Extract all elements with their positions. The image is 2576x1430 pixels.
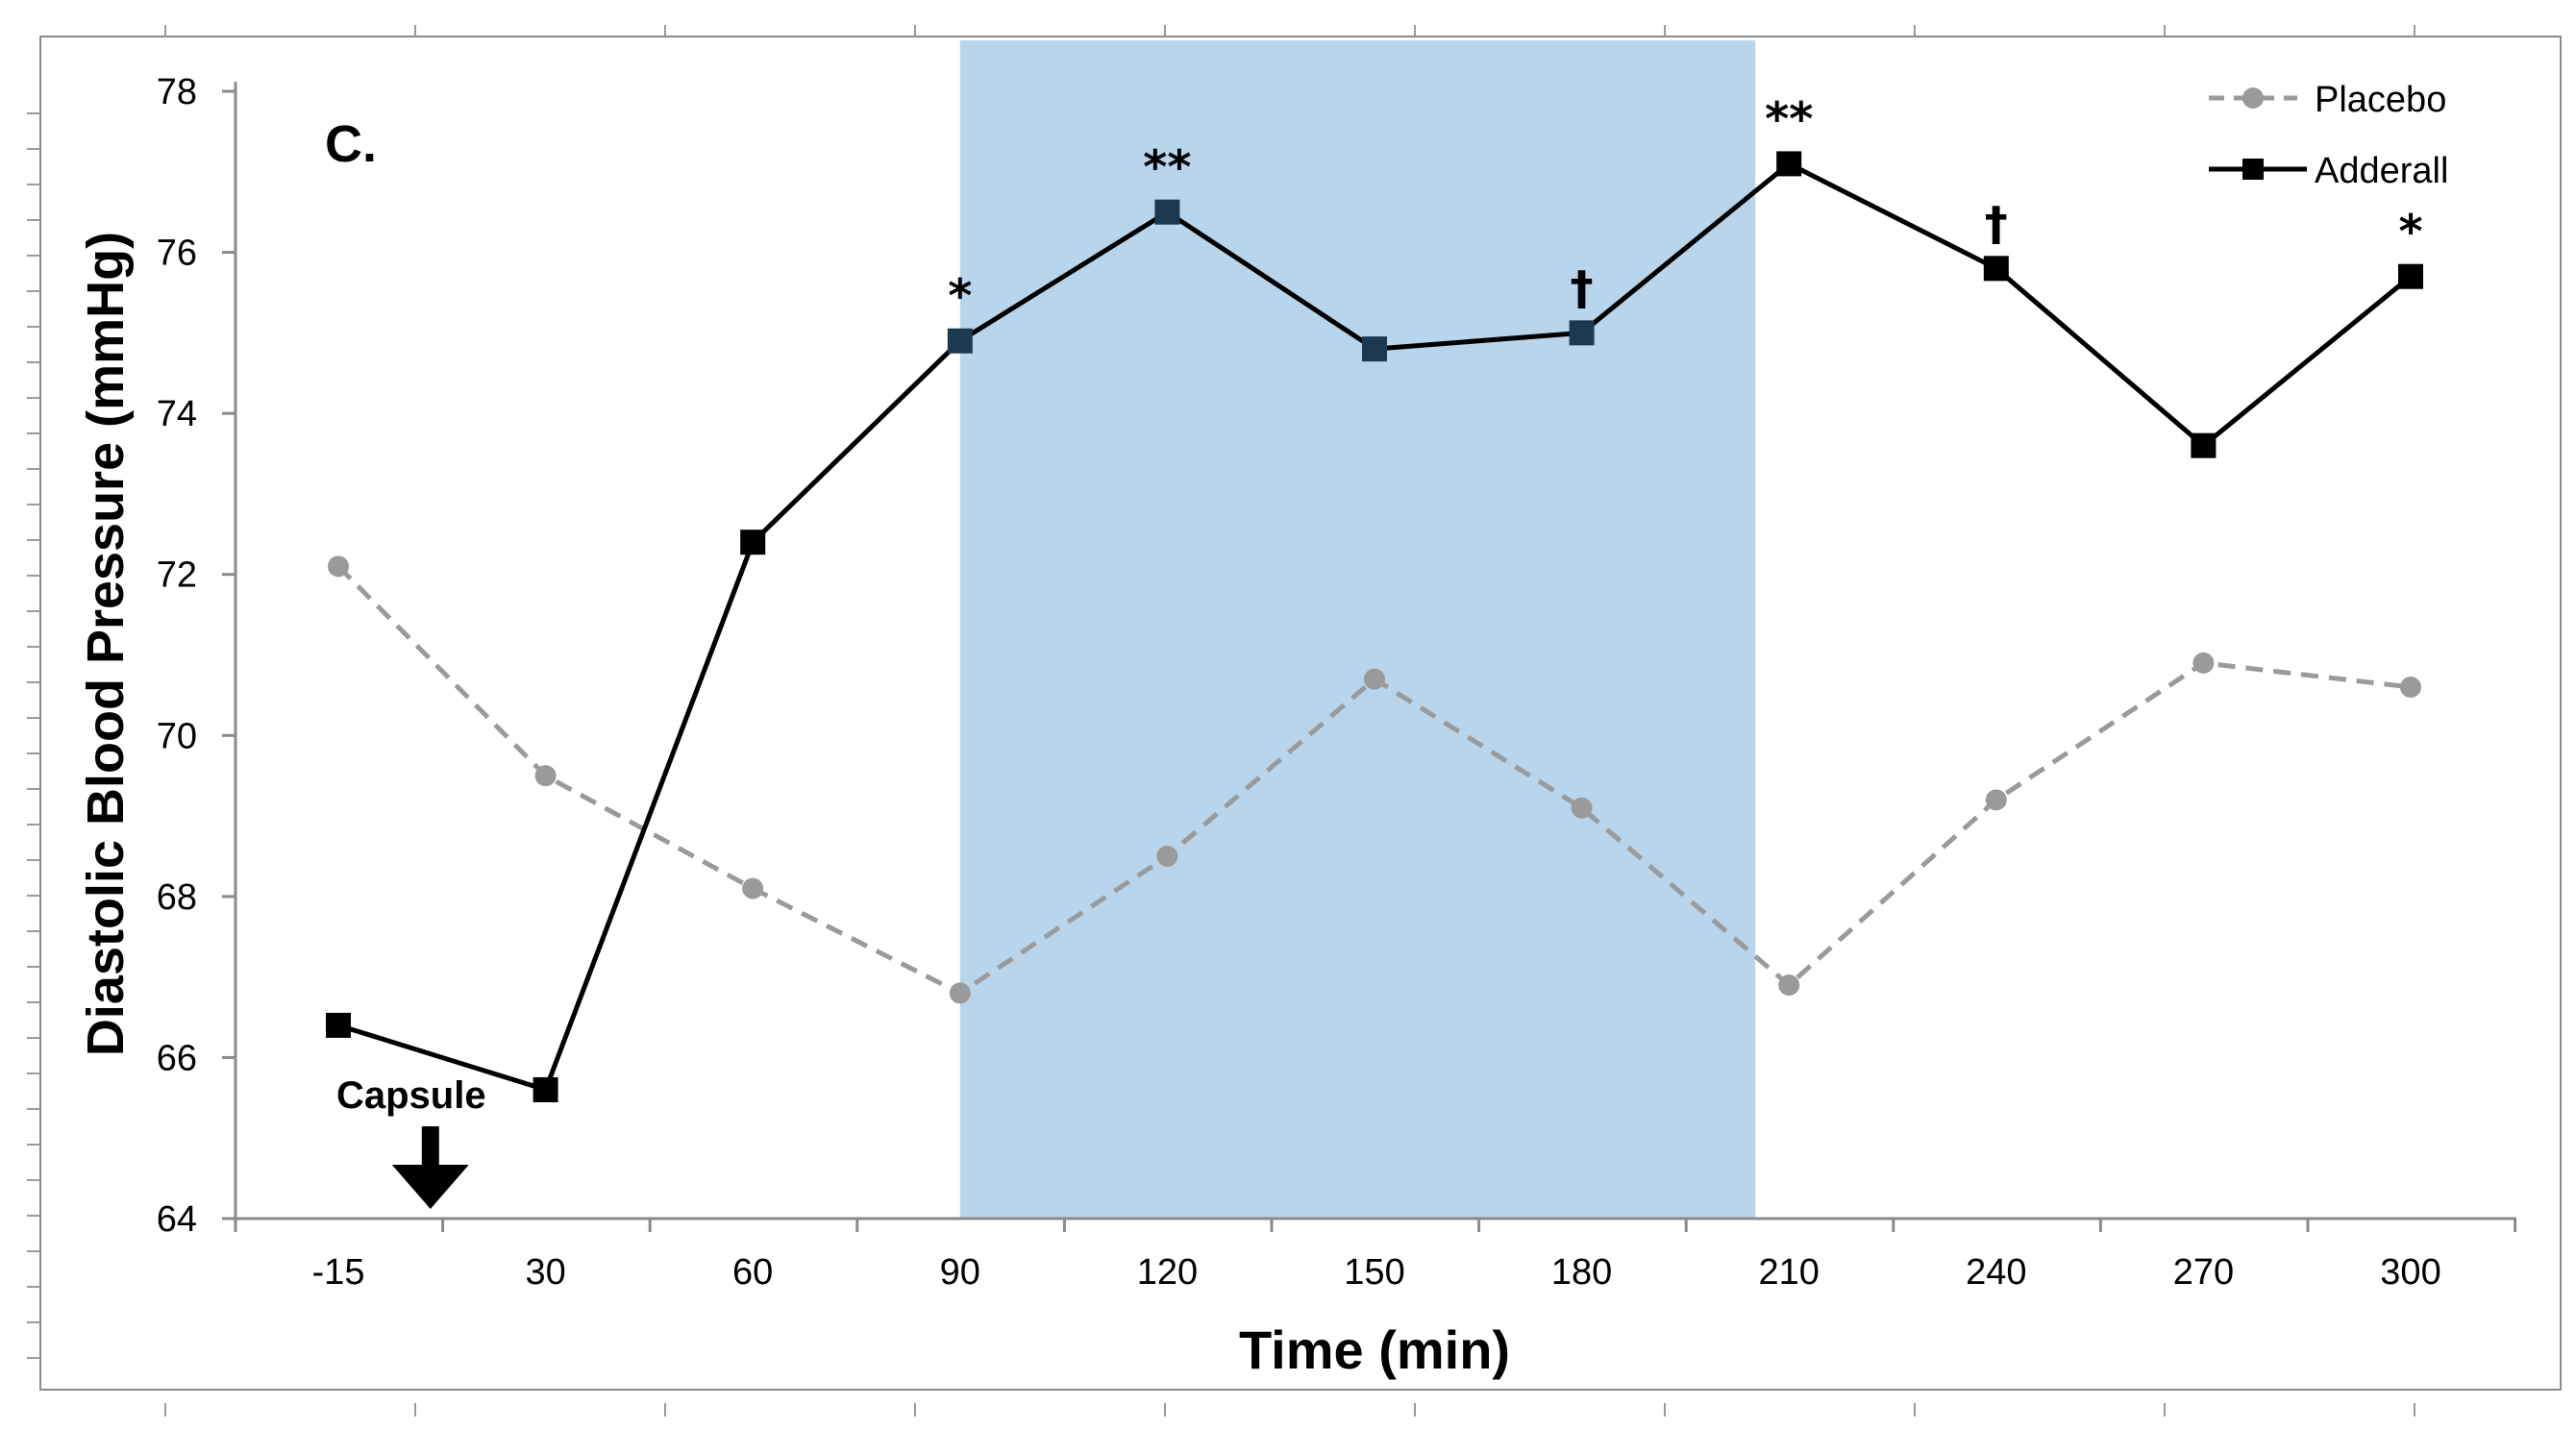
- panel-label: C.: [325, 115, 377, 173]
- series-point-adderall: [1983, 256, 2009, 282]
- shaded-region: [959, 40, 1756, 1219]
- chart-frame: [39, 36, 2562, 1391]
- x-axis-title: Time (min): [1239, 1319, 1510, 1380]
- series-point-adderall: [947, 328, 973, 354]
- axis-layer: 64 66 68 70 72 74 76 78 -15 30 60 90 120 150 180 210 240…: [157, 72, 2517, 1293]
- x-tick-label: 300: [2380, 1252, 2440, 1293]
- legend: Placebo Adderall: [2209, 80, 2448, 191]
- series-point-placebo: [1364, 668, 1385, 690]
- legend-placebo-marker: [2242, 87, 2264, 109]
- series-point-placebo: [949, 982, 971, 1004]
- series-layer: [326, 151, 2423, 1102]
- x-tick-label: 180: [1551, 1252, 1612, 1293]
- series-point-adderall: [1362, 336, 1387, 362]
- x-tick-label: -15: [312, 1252, 365, 1293]
- series-point-adderall: [1154, 199, 1180, 225]
- shaded-region-layer: [959, 40, 1756, 1219]
- series-point-placebo: [1778, 974, 1800, 997]
- y-tick-label: 74: [157, 394, 197, 434]
- x-tick-label: 60: [732, 1252, 773, 1293]
- series-point-placebo: [1985, 789, 2007, 811]
- capsule-arrow-head: [391, 1165, 469, 1209]
- significance-marker: †: [1985, 197, 2008, 251]
- capsule-label: Capsule: [336, 1074, 486, 1117]
- significance-marker: **: [1765, 92, 1813, 146]
- y-tick-label: 72: [157, 555, 197, 596]
- significance-marker: **: [1143, 141, 1191, 195]
- frame-ticks: [27, 25, 2415, 1417]
- legend-adderall-marker: [2242, 159, 2264, 180]
- series-point-adderall: [740, 530, 766, 555]
- x-tick-label: 120: [1137, 1252, 1198, 1293]
- y-axis-title: Diastolic Blood Pressure (mmHg): [77, 232, 135, 1056]
- series-point-adderall: [1776, 151, 1802, 177]
- x-tick-label: 30: [525, 1252, 565, 1293]
- series-point-placebo: [742, 877, 764, 900]
- significance-marker: †: [1571, 261, 1594, 315]
- series-point-adderall: [2398, 263, 2423, 289]
- x-tick-label: 270: [2173, 1252, 2234, 1293]
- significance-marker: *: [948, 270, 972, 324]
- series-point-adderall: [326, 1012, 351, 1038]
- x-tick-label: 240: [1966, 1252, 2026, 1293]
- y-tick-label: 68: [157, 877, 197, 918]
- series-point-placebo: [1571, 797, 1593, 819]
- series-point-placebo: [2192, 652, 2215, 674]
- legend-placebo-label: Placebo: [2315, 80, 2446, 120]
- series-point-adderall: [533, 1076, 558, 1102]
- y-tick-label: 76: [157, 234, 197, 274]
- x-tick-label: 150: [1344, 1252, 1404, 1293]
- y-tick-label: 70: [157, 716, 197, 756]
- series-point-placebo: [328, 555, 349, 578]
- annotation-layer: ***†**† *Capsule: [336, 92, 2423, 1209]
- capsule-arrow-shaft: [421, 1126, 439, 1172]
- series-point-placebo: [1156, 845, 1178, 867]
- y-tick-label: 78: [157, 72, 197, 112]
- series-point-adderall: [1569, 320, 1595, 346]
- significance-marker: *: [2398, 206, 2422, 259]
- y-tick-label: 64: [157, 1199, 197, 1240]
- series-point-placebo: [2400, 677, 2421, 699]
- series-point-placebo: [534, 765, 557, 787]
- y-tick-label: 66: [157, 1038, 197, 1078]
- series-point-adderall: [2191, 432, 2217, 458]
- x-tick-label: 90: [940, 1252, 980, 1293]
- legend-adderall-label: Adderall: [2315, 151, 2448, 191]
- x-tick-label: 210: [1758, 1252, 1819, 1293]
